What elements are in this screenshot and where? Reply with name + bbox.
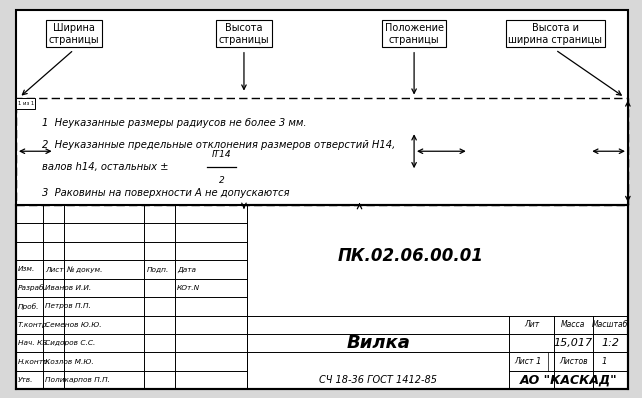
Text: Н.контр.: Н.контр. [18,359,51,365]
Bar [247,205,628,316]
Text: 1  Неуказанные размеры радиусов не более 3 мм.: 1 Неуказанные размеры радиусов не более … [42,118,306,129]
Text: Нач. КБ: Нач. КБ [18,340,48,346]
Text: валов h14, остальных ±: валов h14, остальных ± [42,162,168,172]
Text: Подп.: Подп. [146,267,169,273]
Text: Т.контр.: Т.контр. [18,322,50,328]
Bar [16,98,35,109]
Text: № докум.: № докум. [66,266,103,273]
Text: Поликарпов П.П.: Поликарпов П.П. [45,377,110,383]
Text: Утв.: Утв. [18,377,33,383]
Text: Листов: Листов [559,357,588,366]
Text: 1: 1 [535,357,541,366]
Text: Лит: Лит [524,320,539,329]
Text: Дата: Дата [177,266,196,273]
Text: 2  Неуказанные предельные отклонения размеров отверстий H14,: 2 Неуказанные предельные отклонения разм… [42,140,395,150]
Text: 2: 2 [219,176,224,185]
Text: IT14: IT14 [212,150,231,158]
Text: КОт.N: КОт.N [177,285,200,291]
Text: Высота
страницы: Высота страницы [219,23,269,45]
Text: Сидоров С.С.: Сидоров С.С. [45,340,95,346]
Text: Петров П.П.: Петров П.П. [45,303,91,309]
Text: Иванов И.И.: Иванов И.И. [45,285,91,291]
Text: Высота и
ширина страницы: Высота и ширина страницы [508,23,602,45]
Text: Изм.: Изм. [18,267,35,273]
Text: Лист: Лист [514,357,534,366]
Bar [16,98,628,205]
Text: Вилка: Вилка [346,334,410,352]
Text: 1 из 1: 1 из 1 [17,101,34,106]
Text: Масштаб: Масштаб [592,320,629,329]
Text: Масса: Масса [561,320,586,329]
Text: Лист: Лист [45,267,64,273]
Text: 3  Раковины на поверхности A не допускаются: 3 Раковины на поверхности A не допускают… [42,188,290,198]
Text: 1: 1 [601,357,607,366]
Text: Семенов Ю.Ю.: Семенов Ю.Ю. [45,322,101,328]
Text: 1:2: 1:2 [601,338,620,348]
Text: 15,017: 15,017 [554,338,593,348]
Text: Ширина
страницы: Ширина страницы [49,23,99,45]
Text: АО "КАСКАД": АО "КАСКАД" [519,374,618,386]
Text: Положение
страницы: Положение страницы [385,23,444,45]
Text: Козлов М.Ю.: Козлов М.Ю. [45,359,94,365]
Text: ПК.02.06.00.01: ПК.02.06.00.01 [337,247,483,265]
Text: Проб.: Проб. [18,303,39,310]
Text: СЧ 18-36 ГОСТ 1412-85: СЧ 18-36 ГОСТ 1412-85 [319,375,437,385]
Text: Разраб.: Разраб. [18,285,47,291]
